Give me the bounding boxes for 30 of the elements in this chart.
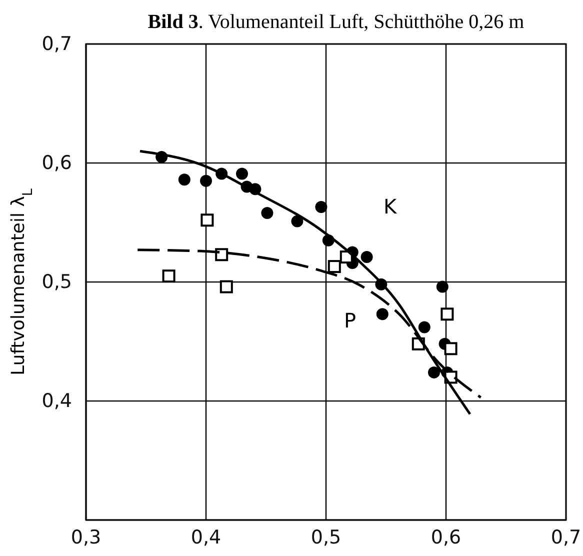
point (200, 174, 212, 187)
point (162, 270, 176, 283)
point (328, 260, 341, 274)
point (200, 214, 214, 227)
point (440, 308, 454, 321)
point (178, 174, 190, 186)
point (215, 248, 228, 262)
y-tick-label: 0,5 (42, 271, 72, 294)
y-tick-label: 0,4 (42, 390, 72, 412)
point (444, 342, 458, 356)
annotation: P (344, 308, 356, 332)
x-tick-label: 0,5 (310, 526, 342, 548)
point (376, 308, 388, 320)
point (315, 201, 328, 214)
point (291, 215, 304, 228)
point (261, 206, 274, 219)
point (418, 321, 430, 334)
x-tick-label: 0,3 (70, 526, 102, 548)
annotation: K (383, 194, 398, 218)
y-tick-label: 0,7 (42, 33, 72, 56)
point (360, 251, 373, 264)
point (436, 280, 448, 293)
x-tick-label: 0,7 (550, 526, 582, 548)
point (428, 366, 440, 378)
point (220, 280, 233, 294)
chart-title: Bild 3. Volumenanteil Luft, Schütthöhe 0,26 m (148, 11, 525, 33)
y-tick-label: 0,6 (42, 152, 72, 174)
point (236, 168, 248, 180)
x-tick-label: 0,6 (430, 526, 462, 548)
x-tick-label: 0,4 (190, 526, 222, 548)
